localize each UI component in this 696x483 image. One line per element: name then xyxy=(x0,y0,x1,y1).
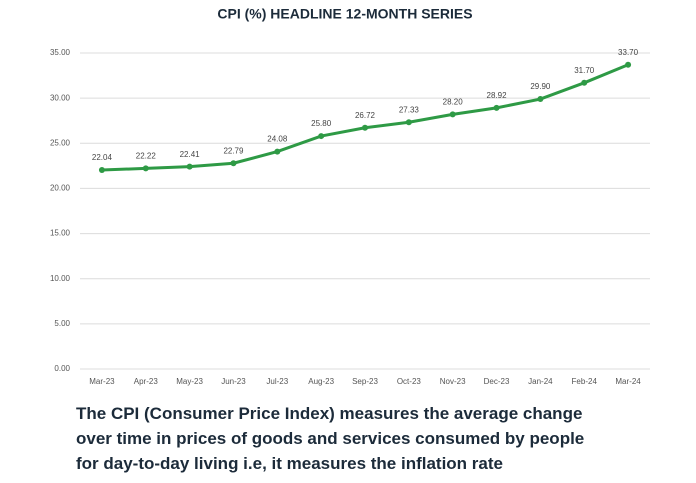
point xyxy=(274,148,281,155)
x-tick-label: May-23 xyxy=(176,377,203,386)
value-label: 26.72 xyxy=(355,111,376,120)
caption-line: The CPI (Consumer Price Index) measures … xyxy=(76,404,582,423)
value-label: 28.92 xyxy=(487,91,508,100)
value-label: 27.33 xyxy=(399,105,420,114)
value-label: 31.70 xyxy=(574,66,595,75)
chart-title: CPI (%) HEADLINE 12-MONTH SERIES xyxy=(217,6,472,22)
x-tick-label: Feb-24 xyxy=(572,377,598,386)
y-tick-label: 20.00 xyxy=(50,184,71,193)
y-tick-label: 15.00 xyxy=(50,229,71,238)
x-tick-label: Mar-24 xyxy=(615,377,641,386)
y-tick-label: 30.00 xyxy=(50,93,71,102)
y-tick-label: 10.00 xyxy=(50,274,71,283)
x-tick-label: Jun-23 xyxy=(221,377,246,386)
point xyxy=(318,133,325,140)
point xyxy=(625,61,632,68)
x-tick-label: Jan-24 xyxy=(528,377,553,386)
value-label: 22.41 xyxy=(180,150,201,159)
y-tick-label: 0.00 xyxy=(54,364,70,373)
point xyxy=(142,165,149,172)
y-tick-label: 25.00 xyxy=(50,138,71,147)
x-tick-label: Apr-23 xyxy=(134,377,159,386)
value-label: 28.20 xyxy=(443,98,464,107)
value-label: 29.90 xyxy=(530,82,551,91)
caption-line: for day-to-day living i.e, it measures t… xyxy=(76,454,503,473)
x-tick-label: Oct-23 xyxy=(397,377,422,386)
value-label: 33.70 xyxy=(618,48,639,57)
x-tick-label: Aug-23 xyxy=(308,377,334,386)
caption-line: over time in prices of goods and service… xyxy=(76,429,584,448)
y-tick-label: 35.00 xyxy=(50,48,71,57)
point xyxy=(230,160,237,167)
point xyxy=(493,104,500,111)
value-label: 22.22 xyxy=(136,151,157,160)
x-tick-label: Sep-23 xyxy=(352,377,378,386)
value-label: 25.80 xyxy=(311,119,332,128)
x-tick-label: Mar-23 xyxy=(89,377,115,386)
value-label: 22.04 xyxy=(92,153,113,162)
x-tick-label: Nov-23 xyxy=(440,377,466,386)
value-label: 24.08 xyxy=(267,135,288,144)
value-label: 22.79 xyxy=(223,146,244,155)
x-tick-label: Dec-23 xyxy=(484,377,510,386)
y-tick-label: 5.00 xyxy=(54,319,70,328)
point xyxy=(405,119,412,126)
x-tick-label: Jul-23 xyxy=(266,377,288,386)
point xyxy=(537,96,544,103)
point xyxy=(362,124,368,131)
point xyxy=(186,163,193,170)
point xyxy=(581,79,588,86)
point xyxy=(449,111,456,118)
point xyxy=(98,167,105,174)
